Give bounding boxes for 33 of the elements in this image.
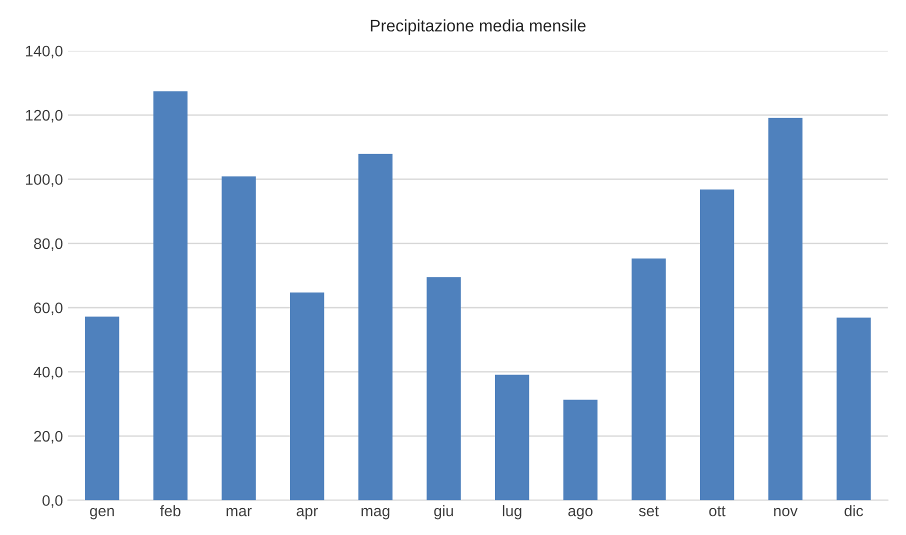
bar	[632, 258, 666, 500]
bar	[85, 316, 120, 500]
y-tick-label: 20,0	[34, 430, 62, 444]
x-tick-label: dic	[844, 505, 864, 516]
bar	[222, 176, 256, 500]
bar	[358, 154, 393, 500]
y-tick-label: 40,0	[34, 366, 62, 380]
x-tick-label: ago	[568, 508, 593, 520]
y-tick-label: 140,0	[26, 46, 62, 58]
y-tick-label: 60,0	[34, 302, 62, 316]
x-tick-label: apr	[296, 508, 318, 520]
bar	[768, 118, 802, 500]
x-tick-label: mar	[226, 508, 252, 516]
x-tick-label: mag	[362, 508, 390, 520]
bar	[153, 91, 188, 500]
y-tick-label: 120,0	[26, 110, 62, 123]
x-tick-label: giu	[434, 505, 453, 520]
bar	[836, 318, 871, 500]
y-tick-label: 80,0	[34, 238, 62, 251]
y-tick-label: 0,0	[42, 495, 62, 508]
bar	[700, 189, 734, 500]
x-tick-label: set	[638, 506, 659, 516]
x-tick-label: nov	[774, 508, 798, 516]
x-tick-label: lug	[502, 505, 522, 520]
x-tick-label: gen	[90, 508, 114, 520]
bar	[426, 277, 461, 500]
y-tick-label: 100,0	[26, 174, 62, 187]
bar	[563, 400, 598, 500]
x-tick-label: ott	[709, 506, 726, 516]
x-tick-label: feb	[160, 505, 180, 516]
bar	[494, 374, 530, 500]
bar	[290, 292, 324, 500]
chart-title: Precipitazione media mensile	[370, 19, 586, 35]
